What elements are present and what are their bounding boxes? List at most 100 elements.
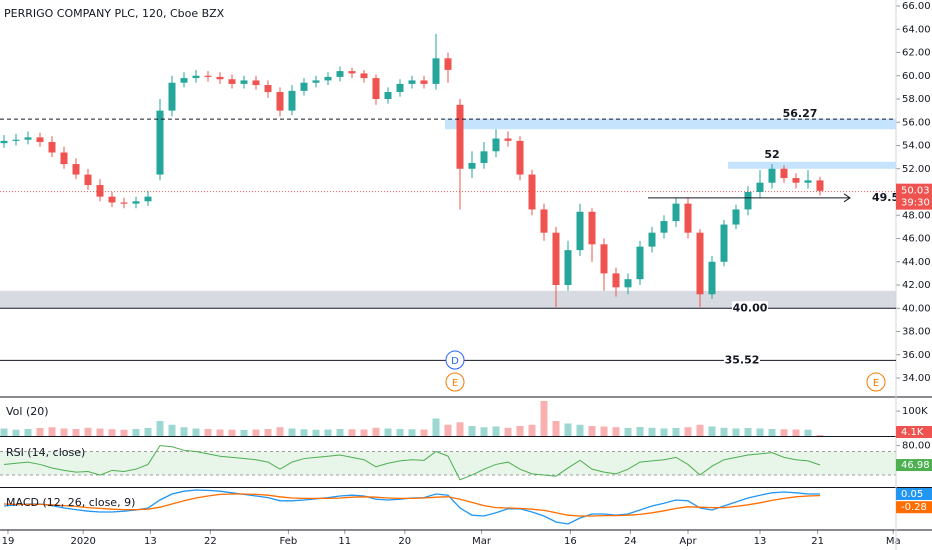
candle-body [528, 174, 536, 210]
volume-bar [204, 429, 212, 436]
countdown: 39:30 [901, 198, 930, 209]
rsi-line [3, 445, 821, 481]
candle-body [144, 196, 152, 202]
candle-body [168, 82, 176, 111]
candle-body [108, 196, 116, 203]
volume-bar [576, 424, 584, 436]
candle-body [228, 79, 236, 84]
volume-bar [444, 424, 452, 436]
y-tick-label: 54.00 [902, 141, 931, 152]
volume-bar [84, 427, 92, 436]
candle-body [432, 58, 440, 84]
candle-body [480, 151, 488, 163]
volume-bar [816, 434, 824, 436]
candle-body [540, 209, 548, 233]
volume-bar [360, 429, 368, 436]
volume-bar [588, 426, 596, 436]
volume-bar [624, 428, 632, 436]
x-tick-label: Ma [886, 536, 901, 547]
candle-body [804, 180, 812, 183]
volume-bar [696, 424, 704, 436]
x-tick-label: Feb [280, 536, 298, 547]
volume-bar [540, 401, 548, 436]
x-tick-label: 21 [811, 536, 824, 547]
candle-body [48, 142, 56, 153]
volume-bar [456, 422, 464, 436]
x-tick-label: 13 [144, 536, 157, 547]
event-label: D [451, 356, 459, 367]
level-label: 49.5 [872, 191, 899, 204]
volume-bar [672, 428, 680, 436]
candle-body [672, 203, 680, 222]
x-tick-label: 22 [204, 536, 217, 547]
y-tick-label: 46.00 [902, 234, 931, 245]
candle-body [612, 273, 620, 288]
y-tick-label: 62.00 [902, 48, 931, 59]
volume-bar [792, 429, 800, 436]
candle-body [696, 232, 704, 295]
candle-body [360, 73, 368, 79]
macd-last-label: -0.28 [901, 502, 927, 513]
y-tick-label: 52.00 [902, 164, 931, 175]
candle-body [684, 203, 692, 233]
x-tick-label: 11 [338, 536, 351, 547]
event-label: E [452, 378, 458, 389]
candle-body [324, 76, 332, 81]
volume-bar [180, 427, 188, 436]
volume-tick-label: 100K [902, 406, 928, 417]
candle-body [60, 152, 68, 165]
level-label: 52 [764, 148, 779, 161]
candle-body [180, 78, 188, 83]
volume-bar [612, 427, 620, 436]
candle-body [192, 75, 200, 79]
y-tick-label: 44.00 [902, 257, 931, 268]
candle-body [744, 192, 752, 210]
volume-bar [516, 426, 524, 436]
volume-bar [384, 428, 392, 436]
rsi-band [0, 451, 896, 476]
rsi-tick-label: 80.00 [902, 441, 931, 452]
volume-bar [372, 427, 380, 436]
volume-bar [24, 429, 32, 436]
volume-last-box [896, 426, 932, 438]
volume-bar [240, 430, 248, 436]
candle-body [552, 232, 560, 285]
y-tick-label: 34.00 [902, 373, 931, 384]
under-layer [0, 118, 896, 476]
candle-body [372, 78, 380, 99]
volume-bar [300, 429, 308, 436]
rsi-title: RSI (14, close) [6, 446, 85, 459]
candle-body [444, 58, 452, 70]
macd-last-box [896, 488, 932, 500]
candle-body [240, 80, 248, 84]
volume-bar [504, 427, 512, 436]
candle-body [120, 202, 128, 204]
volume-bar [636, 427, 644, 436]
candle-body [792, 178, 800, 183]
volume-bar [480, 427, 488, 436]
candle-body [96, 185, 104, 197]
candle-body [36, 137, 44, 143]
macd-last-label: 0.05 [901, 489, 923, 500]
zone [0, 290, 896, 309]
volume-bar [192, 428, 200, 436]
candle-body [312, 80, 320, 83]
y-tick-label: 58.00 [902, 94, 931, 105]
candle-body [384, 92, 392, 99]
zone [728, 161, 896, 169]
candle-body [132, 201, 140, 204]
y-tick-label: 40.00 [902, 303, 931, 314]
macd-title: MACD (12, 26, close, 9) [6, 496, 135, 509]
volume-bar [228, 429, 236, 436]
volume-bar [264, 429, 272, 436]
candle-body [492, 138, 500, 152]
volume-bar [780, 429, 788, 436]
volume-last-label: 4.1K [901, 427, 924, 438]
level-arrow [843, 193, 851, 203]
volume-bar [216, 429, 224, 436]
volume-bar [432, 418, 440, 436]
volume-bar [708, 426, 716, 436]
zone [445, 118, 896, 130]
